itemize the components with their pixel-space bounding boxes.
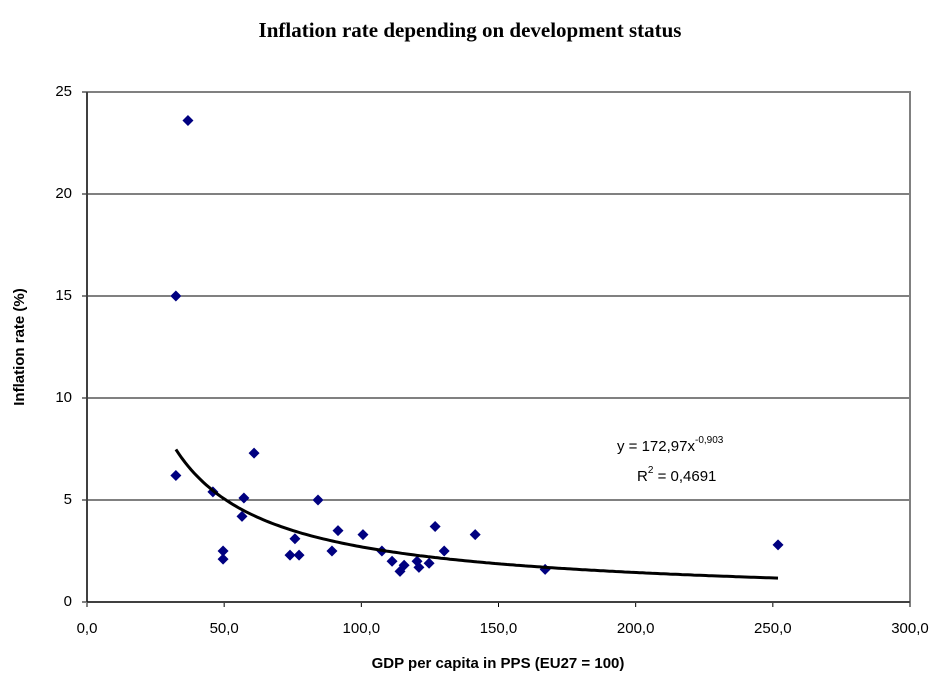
data-point: [236, 510, 248, 522]
data-point: [332, 525, 344, 537]
data-point: [357, 529, 369, 541]
r-squared-value: = 0,4691: [653, 468, 716, 485]
equation-text: y = 172,97x: [617, 438, 695, 455]
y-axis-title: Inflation rate (%): [11, 288, 28, 406]
y-tick-label: 20: [55, 185, 72, 202]
x-tick-label: 0,0: [77, 620, 98, 637]
data-point: [423, 557, 435, 569]
y-tick-label: 15: [55, 287, 72, 304]
data-point: [170, 470, 182, 482]
x-tick-label: 150,0: [480, 620, 518, 637]
r-squared-sup: 2: [648, 465, 654, 476]
data-point: [217, 553, 229, 565]
x-axis-title: GDP per capita in PPS (EU27 = 100): [372, 655, 625, 672]
x-tick-label: 250,0: [754, 620, 792, 637]
data-point: [289, 533, 301, 545]
trendline-equation: y = 172,97x-0,903: [617, 435, 724, 455]
r-squared-label: R: [637, 468, 648, 485]
plot-border: [86, 91, 911, 603]
data-point: [312, 494, 324, 506]
data-point: [413, 561, 425, 573]
data-point: [248, 447, 260, 459]
data-point: [772, 539, 784, 551]
data-point: [238, 492, 250, 504]
data-point: [326, 545, 338, 557]
x-tick-label: 300,0: [891, 620, 929, 637]
data-point: [182, 115, 194, 127]
data-point: [217, 545, 229, 557]
trendline: [174, 448, 779, 580]
data-point: [170, 290, 182, 302]
y-tick-label: 0: [64, 593, 72, 610]
x-tick-label: 100,0: [343, 620, 381, 637]
data-point: [398, 559, 410, 571]
data-point: [284, 549, 296, 561]
y-tick-label: 25: [55, 83, 72, 100]
data-point: [293, 549, 305, 561]
x-tick-label: 200,0: [617, 620, 655, 637]
y-tick-label: 10: [55, 389, 72, 406]
data-point: [469, 529, 481, 541]
equation-exponent: -0,903: [695, 435, 724, 446]
data-point: [429, 521, 441, 533]
data-point: [438, 545, 450, 557]
data-point: [386, 555, 398, 567]
r-squared: R2 = 0,4691: [637, 465, 716, 485]
y-tick-label: 5: [64, 491, 72, 508]
chart-title: Inflation rate depending on development …: [259, 18, 682, 42]
x-tick-label: 50,0: [210, 620, 239, 637]
